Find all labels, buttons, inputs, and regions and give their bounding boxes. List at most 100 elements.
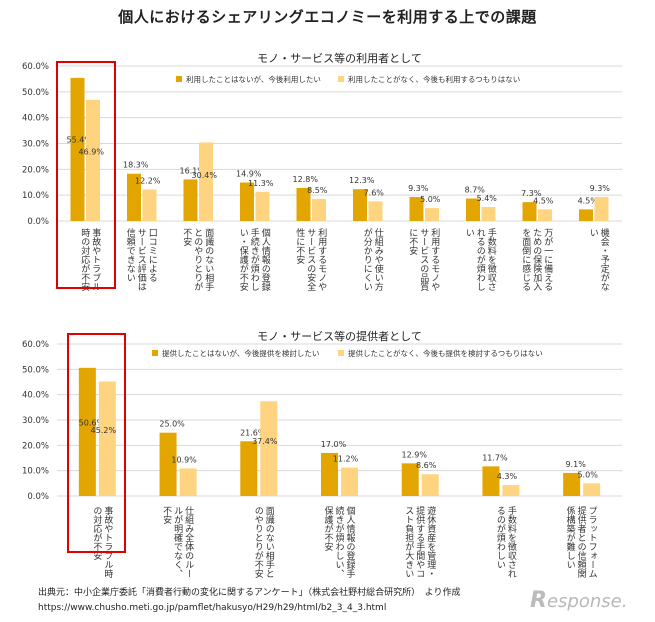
bar [199, 142, 213, 221]
y-tick-label: 0.0% [27, 217, 49, 227]
bar [594, 196, 609, 221]
data-label: 5.4% [477, 194, 498, 203]
category-label: 手数料を徴収され [506, 505, 517, 578]
legend-label: 提供したことはないが、今後提供を検討したい [162, 348, 319, 358]
data-label: 11.3% [248, 179, 274, 188]
category-label: サービス評価は [136, 228, 147, 291]
category-label: 仕組みや使い方 [373, 227, 384, 292]
category-label: 口コミによる [147, 228, 157, 282]
data-label: 4.5% [533, 196, 554, 205]
source-url: https://www.chusho.meti.go.jp/pamflet/ha… [38, 603, 387, 613]
y-tick-label: 50.0% [22, 365, 49, 375]
category-label: を面倒に感じる [520, 228, 531, 291]
bar [409, 196, 424, 221]
chart-users: モノ・サービス等の利用者として 0.0% 10.0% 20.0% 30.0% 40.0% 5… [22, 51, 622, 292]
category-label: 個人情報の登録手 [345, 505, 356, 579]
category-label: 提供する手間やコ [414, 506, 425, 578]
data-label: 8.7% [465, 186, 486, 195]
y-tick-label: 60.0% [22, 62, 49, 72]
data-label: 12.2% [135, 176, 161, 185]
category-label: 提供者との信頼関 [576, 506, 587, 579]
data-label: 14.9% [236, 170, 262, 179]
category-label: とのやりとりが [192, 228, 203, 291]
chart-providers: モノ・サービス等の提供者として 0.0% 10.0% 20.0% 30.0% 40.0% 5… [22, 329, 622, 579]
data-label: 8.6% [416, 461, 437, 470]
bar [86, 99, 100, 221]
legend-swatch [338, 350, 344, 356]
category-label: 仕組み全体のルー [183, 505, 194, 578]
category-label: れるのが煩わし [475, 228, 486, 291]
chart-title: モノ・サービス等の提供者として [257, 329, 422, 343]
data-label: 45.2% [91, 426, 117, 435]
chart-title: モノ・サービス等の利用者として [257, 51, 422, 65]
category-label: プラットフォーム [587, 506, 598, 578]
category-label: い [588, 228, 598, 237]
y-tick-label: 60.0% [22, 340, 49, 350]
category-label: 個人情報の登録 [260, 227, 271, 291]
y-tick-label: 20.0% [22, 441, 49, 451]
bar [312, 199, 326, 221]
data-label: 9.3% [408, 184, 429, 193]
bar [421, 474, 439, 496]
bar [240, 441, 258, 496]
bar [466, 198, 480, 221]
data-label: 4.5% [578, 196, 599, 205]
category-label: が分かりにくい [362, 227, 373, 291]
category-label: の対応が不安 [91, 506, 102, 561]
legend-swatch [338, 76, 344, 82]
bar [522, 202, 537, 221]
data-label: 12.3% [349, 176, 375, 185]
category-label: のやりとりが不安 [253, 506, 264, 579]
y-tick-label: 10.0% [22, 467, 49, 477]
category-label: るのが煩わしい [495, 506, 506, 569]
data-label: 21.6% [240, 428, 266, 437]
data-label: 11.2% [333, 455, 359, 464]
data-label: 30.4% [192, 171, 218, 180]
bar [183, 179, 198, 221]
bar [321, 452, 338, 496]
data-label: 12.9% [402, 450, 428, 459]
bar [425, 208, 439, 221]
category-label: 遊休資産を管理・ [425, 505, 436, 578]
bar [78, 367, 96, 496]
bar [127, 173, 141, 221]
bar [255, 191, 270, 221]
bar [260, 401, 278, 496]
bar [179, 468, 197, 496]
category-label: に不安 [407, 228, 418, 256]
bar [579, 209, 593, 221]
data-label: 11.7% [482, 453, 508, 462]
bar [538, 209, 552, 221]
data-label: 50.6% [79, 418, 105, 427]
category-label: 事故やトラブル [90, 227, 101, 291]
category-label: い・保護が不安 [238, 228, 249, 292]
data-label: 5.0% [420, 195, 441, 204]
data-label: 7.3% [521, 189, 542, 198]
category-label: サービスの品質 [418, 228, 429, 292]
category-label: 利用するモノや [316, 227, 327, 291]
bar [159, 432, 177, 496]
response-logo: Response. [530, 588, 628, 613]
category-label: 万が一に備える [542, 228, 553, 291]
category-label: 性に不安 [294, 227, 305, 265]
data-label: 9.1% [565, 460, 586, 469]
bar [240, 182, 254, 221]
bar [502, 485, 520, 496]
legend-label: 利用したことはないが、今後利用したい [186, 74, 321, 84]
y-tick-label: 50.0% [22, 88, 49, 98]
bar [341, 467, 358, 496]
y-tick-label: 40.0% [22, 114, 49, 124]
category-label: 保護が不安 [323, 505, 334, 552]
data-label: 18.3% [123, 161, 149, 170]
y-tick-label: 40.0% [22, 391, 49, 401]
data-label: 9.3% [590, 184, 611, 193]
bar [98, 381, 116, 496]
data-label: 4.3% [497, 472, 518, 481]
bar [353, 189, 367, 221]
category-label: 利用するモノや [429, 227, 440, 291]
category-label: 不安 [161, 506, 172, 525]
category-label: 信頼できない [125, 227, 136, 282]
data-label: 55.4% [67, 135, 93, 144]
bar [563, 472, 581, 496]
category-label: ルが明確でなく、 [172, 506, 183, 578]
